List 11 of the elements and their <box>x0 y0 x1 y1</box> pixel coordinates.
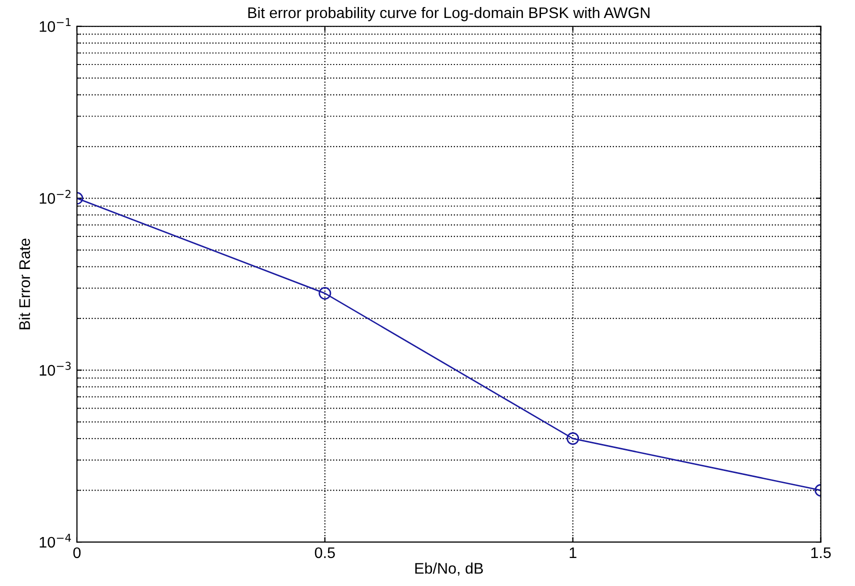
y-tick-label: 10$^{−4}$ <box>40 534 71 548</box>
y-axis-title: Bit Error Rate <box>18 238 30 330</box>
x-tick-label: 1.5 <box>811 547 831 558</box>
x-tick-label: 0.5 <box>314 547 335 558</box>
y-tick-label: 10$^{−3}$ <box>40 362 71 376</box>
x-axis-title: Eb/No, dB <box>415 562 483 576</box>
x-tick-label: 0 <box>73 547 81 558</box>
chart-title: Bit error probability curve for Log-domain BPSK with AWGN <box>248 6 650 22</box>
y-tick-label: 10$^{−1}$ <box>40 18 71 32</box>
y-tick-label: 10$^{−2}$ <box>40 190 70 204</box>
x-tick-label: 1 <box>570 547 576 558</box>
